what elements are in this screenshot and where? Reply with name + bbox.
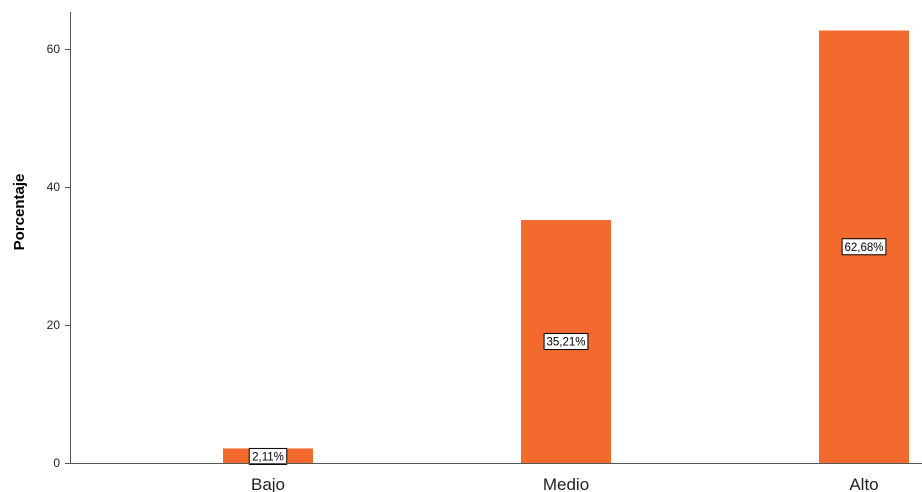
bars xyxy=(223,30,909,464)
x-category-label: Bajo xyxy=(251,475,285,492)
x-category-label: Alto xyxy=(849,475,878,492)
y-tick-label: 20 xyxy=(47,318,61,332)
data-label-box xyxy=(248,447,288,465)
y-axis-ticks: 0 20 40 60 xyxy=(47,42,70,470)
x-category-label: Medio xyxy=(543,475,589,492)
data-label: 35,21% xyxy=(546,337,585,349)
y-tick-label: 0 xyxy=(53,456,60,470)
data-label-box xyxy=(543,333,589,351)
y-tick-label: 60 xyxy=(47,42,61,56)
y-tick-label: 40 xyxy=(47,180,61,194)
data-label: 62,68% xyxy=(844,242,883,254)
x-axis-categories: Bajo Medio Alto xyxy=(251,475,879,492)
data-label: 2,11% xyxy=(252,451,284,463)
data-label-box xyxy=(841,238,887,256)
y-axis-label: Porcentaje xyxy=(11,174,28,251)
data-labels: 2,11% 35,21% 62,68% xyxy=(248,238,887,465)
